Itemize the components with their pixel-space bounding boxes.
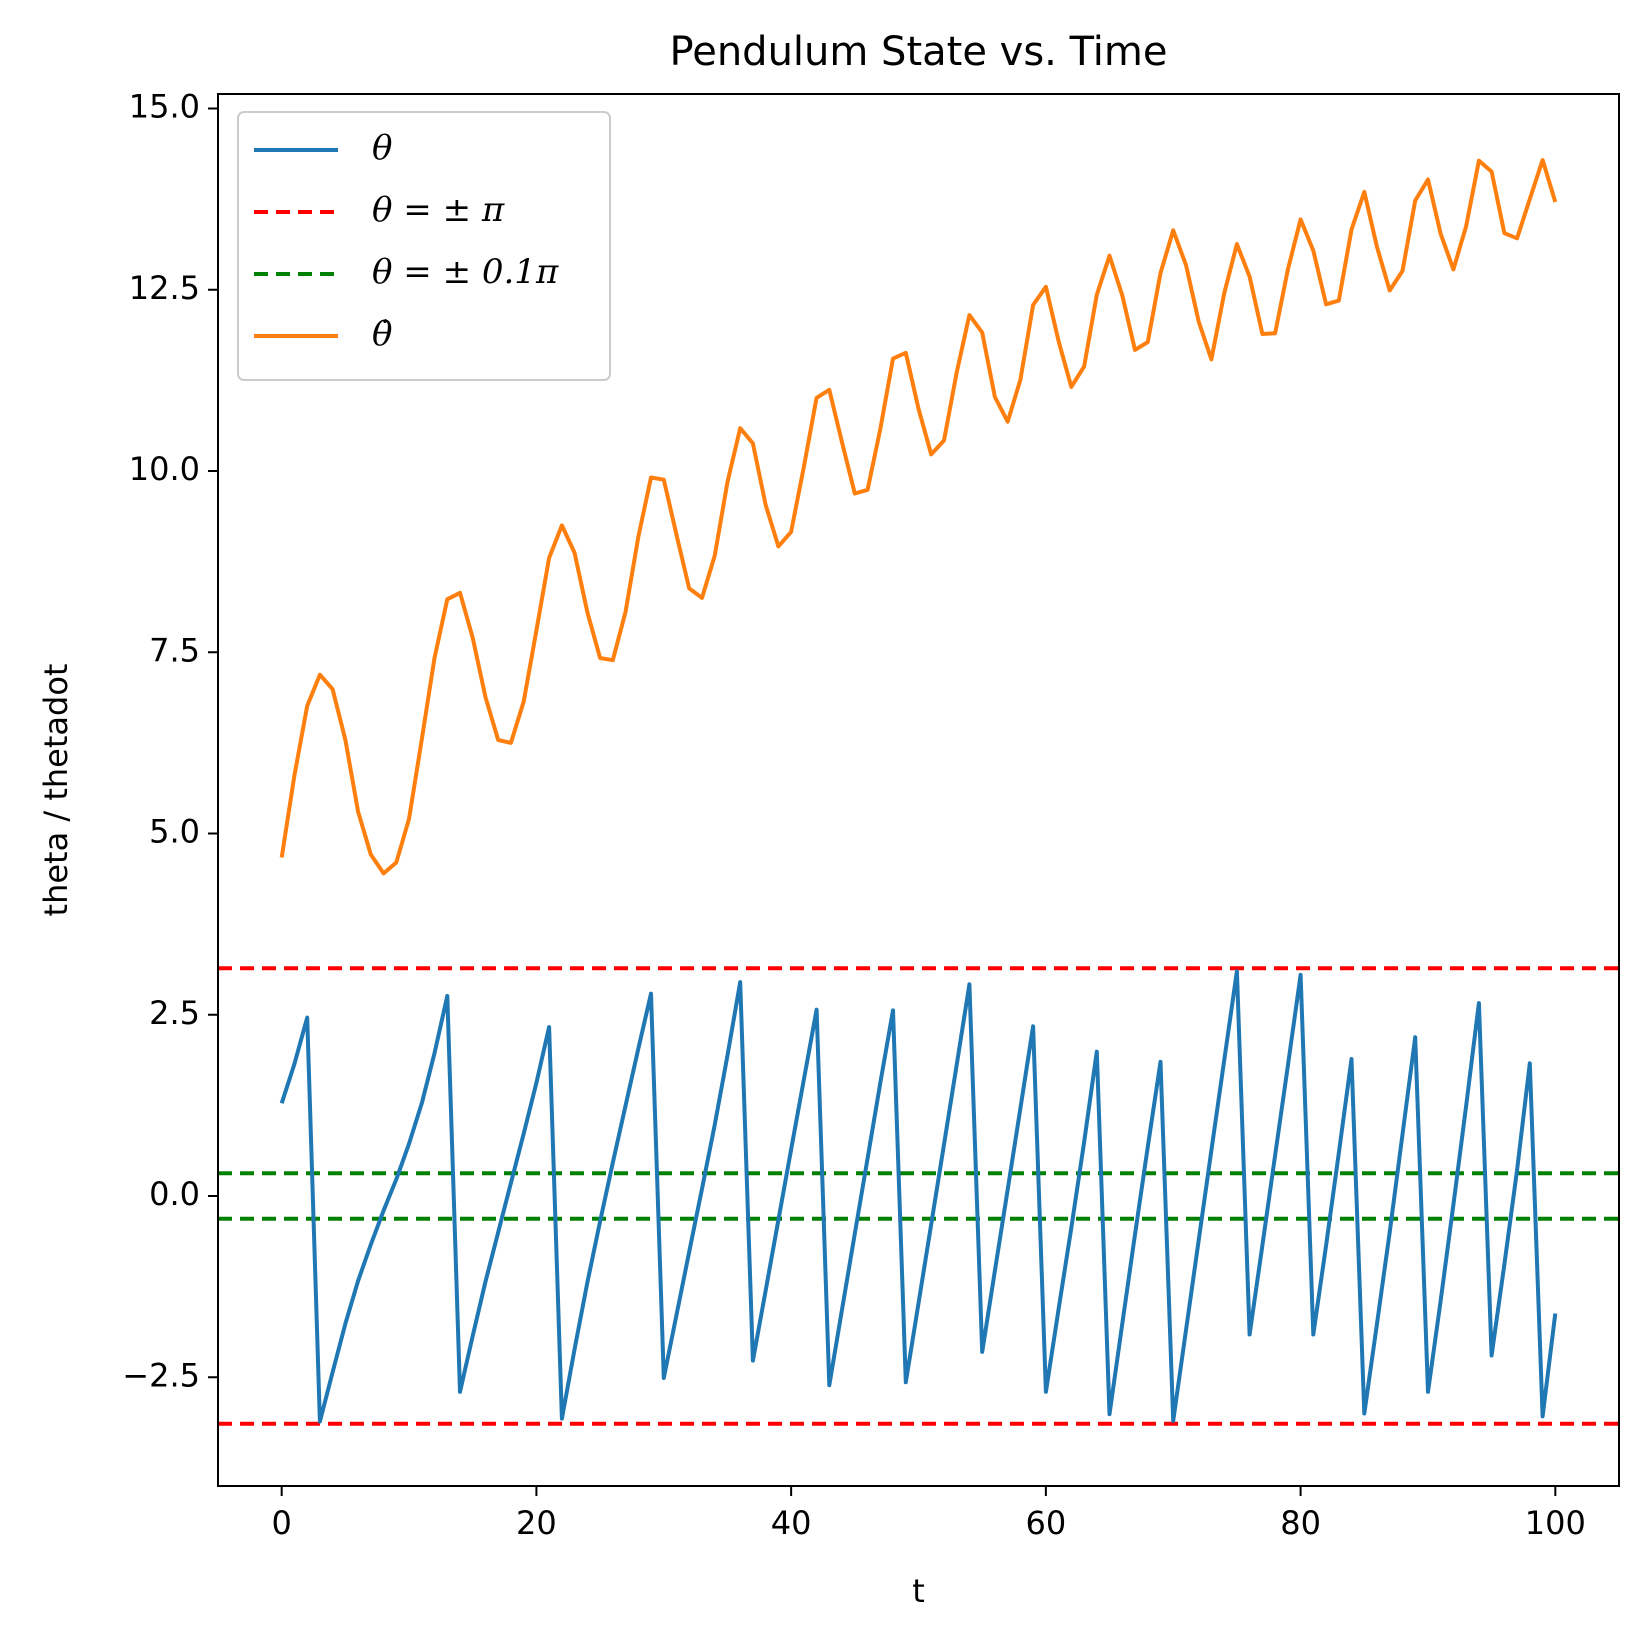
y-tick-label: 7.5 — [149, 631, 200, 669]
series-line-0 — [279, 969, 1558, 1424]
y-tick-label: 0.0 — [149, 1175, 200, 1213]
legend-label: θ = ± π — [372, 190, 505, 230]
y-tick-label: 15.0 — [129, 88, 200, 126]
legend-box — [237, 111, 611, 381]
y-tick-label: 10.0 — [129, 450, 200, 488]
plot-frame — [217, 93, 1620, 1487]
legend: θ θ = ± π θ = ± 0.1π θ̇ — [237, 111, 611, 381]
y-axis-label: theta / thetadot — [37, 664, 75, 917]
y-axis: −2.5 0.0 2.5 5.0 7.5 10.0 12.5 15.0 — [122, 88, 218, 1394]
legend-label: θ̇ — [372, 314, 392, 354]
x-tick-label: 100 — [1525, 1504, 1586, 1542]
y-tick-label: 12.5 — [129, 269, 200, 307]
series-line-3 — [279, 158, 1558, 876]
x-tick-label: 0 — [272, 1504, 292, 1542]
x-tick-label: 20 — [516, 1504, 557, 1542]
y-tick-label: 2.5 — [149, 994, 200, 1032]
x-tick-label: 40 — [771, 1504, 812, 1542]
y-tick-label: 5.0 — [149, 813, 200, 851]
legend-label: θ — [372, 128, 392, 168]
x-tick-label: 80 — [1280, 1504, 1321, 1542]
chart-title: Pendulum State vs. Time — [670, 29, 1168, 75]
legend-label: θ = ± 0.1π — [372, 252, 559, 292]
x-axis: 0 20 40 60 80 100 — [272, 1486, 1586, 1542]
x-tick-label: 60 — [1026, 1504, 1067, 1542]
y-tick-label: −2.5 — [122, 1356, 200, 1394]
series-layer — [279, 158, 1558, 1424]
x-axis-label: t — [912, 1572, 925, 1610]
